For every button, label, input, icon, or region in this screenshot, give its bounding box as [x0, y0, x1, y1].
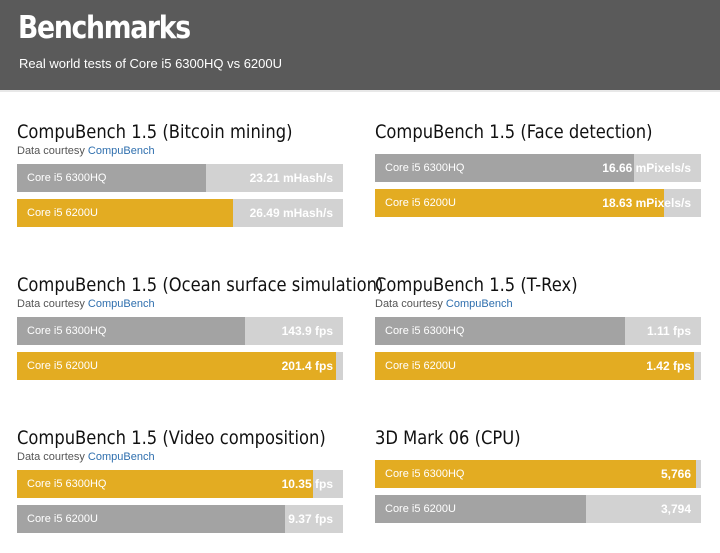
- bar-label: Core i5 6300HQ: [385, 325, 465, 337]
- chart-title: CompuBench 1.5 (Bitcoin mining): [17, 121, 293, 143]
- data-source: Data courtesy CompuBench: [17, 450, 343, 464]
- bar-group: Core i5 6300HQ 143.9 fps Core i5 6200U 201.…: [17, 317, 343, 380]
- chart-title: CompuBench 1.5 (Video composition): [17, 427, 326, 449]
- chart-title: 3D Mark 06 (CPU): [375, 427, 521, 449]
- bar-label: Core i5 6200U: [385, 503, 456, 515]
- benchmark-panel: CompuBench 1.5 (Ocean surface simulation…: [17, 273, 384, 387]
- source-prefix: Data courtesy: [17, 298, 88, 310]
- bar-label: Core i5 6200U: [27, 207, 98, 219]
- bar-track: Core i5 6300HQ 16.66 mPixels/s: [375, 154, 701, 182]
- header-divider: [0, 90, 720, 92]
- bar-track: Core i5 6200U 3,794: [375, 495, 701, 523]
- bar-value: 23.21 mHash/s: [249, 171, 333, 185]
- benchmark-panel: CompuBench 1.5 (T-Rex) Data courtesy Comp…: [375, 273, 701, 387]
- source-link[interactable]: CompuBench: [445, 298, 513, 310]
- benchmark-panel: CompuBench 1.5 (Face detection) Core i5 6…: [375, 120, 701, 224]
- bar-label: Core i5 6300HQ: [27, 325, 107, 337]
- bar-value: 201.4 fps: [281, 359, 333, 373]
- bar-track: Core i5 6200U 26.49 mHash/s: [17, 199, 343, 227]
- data-source: Data courtesy CompuBench: [17, 297, 343, 311]
- bar-label: Core i5 6200U: [27, 513, 98, 525]
- bar-value: 9.37 fps: [288, 512, 333, 526]
- bar-fill: [17, 199, 233, 227]
- header-banner: Benchmarks Real world tests of Core i5 6…: [0, 0, 720, 90]
- bar-fill: [375, 189, 665, 217]
- chart-title: CompuBench 1.5 (Face detection): [375, 121, 653, 143]
- source-prefix: Data courtesy: [17, 145, 88, 157]
- bar-fill: [375, 352, 695, 380]
- bar-track: Core i5 6200U 9.37 fps: [17, 505, 343, 533]
- benchmark-panel: CompuBench 1.5 (Video composition) Data c…: [17, 426, 343, 540]
- bar-label: Core i5 6300HQ: [27, 172, 107, 184]
- bar-fill: [375, 154, 634, 182]
- bar-track: Core i5 6200U 201.4 fps: [17, 352, 343, 380]
- bar-group: Core i5 6300HQ 10.35 fps Core i5 6200U 9.37…: [17, 470, 343, 533]
- bar-value: 1.11 fps: [646, 324, 691, 338]
- bar-fill: [17, 317, 245, 345]
- page-subtitle: Real world tests of Core i5 6300HQ vs 62…: [19, 56, 283, 71]
- bar-value: 26.49 mHash/s: [249, 206, 333, 220]
- bar-track: Core i5 6300HQ 5,766: [375, 460, 701, 488]
- data-source: Data courtesy CompuBench: [17, 144, 343, 158]
- benchmark-panel: 3D Mark 06 (CPU) Core i5 6300HQ 5,766 Core …: [375, 426, 701, 530]
- bar-track: Core i5 6200U 1.42 fps: [375, 352, 701, 380]
- bar-value: 16.66 mPixels/s: [602, 161, 691, 175]
- page-title: Benchmarks: [18, 10, 191, 46]
- data-source: Data courtesy CompuBench: [375, 297, 701, 311]
- source-prefix: Data courtesy: [17, 451, 88, 463]
- bar-value: 3,794: [660, 502, 691, 516]
- bar-value: 5,766: [660, 467, 691, 481]
- bar-fill: [375, 495, 587, 523]
- bar-label: Core i5 6300HQ: [27, 478, 107, 490]
- chart-title: CompuBench 1.5 (Ocean surface simulation…: [17, 274, 384, 296]
- bar-label: Core i5 6300HQ: [385, 162, 465, 174]
- bar-value: 143.9 fps: [281, 324, 333, 338]
- bar-label: Core i5 6200U: [385, 197, 456, 209]
- benchmark-panel: CompuBench 1.5 (Bitcoin mining) Data cour…: [17, 120, 343, 234]
- bar-fill: [375, 317, 625, 345]
- bar-track: Core i5 6300HQ 23.21 mHash/s: [17, 164, 343, 192]
- bar-value: 10.35 fps: [281, 477, 333, 491]
- bar-group: Core i5 6300HQ 5,766 Core i5 6200U 3,794: [375, 460, 701, 523]
- source-prefix: Data courtesy: [375, 298, 446, 310]
- bar-group: Core i5 6300HQ 23.21 mHash/s Core i5 6200U…: [17, 164, 343, 227]
- bar-track: Core i5 6300HQ 10.35 fps: [17, 470, 343, 498]
- bar-label: Core i5 6200U: [27, 360, 98, 372]
- bar-group: Core i5 6300HQ 16.66 mPixels/s Core i5 620…: [375, 154, 701, 217]
- bar-group: Core i5 6300HQ 1.11 fps Core i5 6200U 1.42 …: [375, 317, 701, 380]
- bar-value: 1.42 fps: [646, 359, 691, 373]
- source-link[interactable]: CompuBench: [87, 145, 155, 157]
- chart-title: CompuBench 1.5 (T-Rex): [375, 274, 578, 296]
- source-link[interactable]: CompuBench: [87, 298, 155, 310]
- bar-track: Core i5 6300HQ 143.9 fps: [17, 317, 343, 345]
- bar-track: Core i5 6300HQ 1.11 fps: [375, 317, 701, 345]
- bar-fill: [17, 352, 336, 380]
- source-link[interactable]: CompuBench: [87, 451, 155, 463]
- bar-track: Core i5 6200U 18.63 mPixels/s: [375, 189, 701, 217]
- bar-label: Core i5 6200U: [385, 360, 456, 372]
- bar-value: 18.63 mPixels/s: [602, 196, 691, 210]
- bar-fill: [375, 460, 697, 488]
- bar-label: Core i5 6300HQ: [385, 468, 465, 480]
- bar-fill: [17, 470, 313, 498]
- bar-fill: [17, 505, 285, 533]
- bar-fill: [17, 164, 207, 192]
